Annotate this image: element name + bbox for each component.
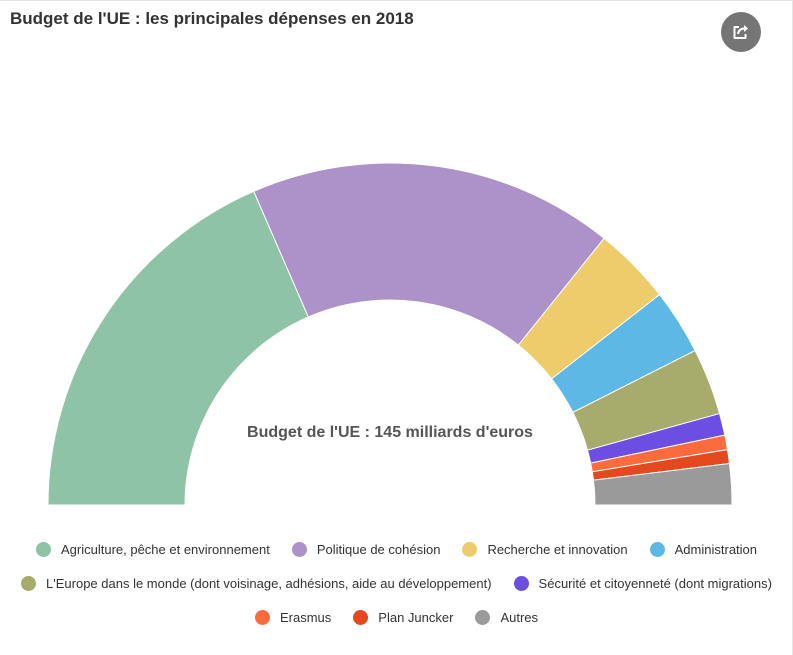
legend-swatch-securite	[513, 575, 529, 591]
semi-donut-chart	[47, 162, 733, 506]
legend-item-cohesion[interactable]: Politique de cohésion	[291, 541, 441, 557]
share-icon	[733, 25, 748, 39]
legend-item-europe-monde[interactable]: L'Europe dans le monde (dont voisinage, …	[21, 575, 492, 591]
legend-item-securite[interactable]: Sécurité et citoyenneté (dont migrations…	[513, 575, 772, 591]
legend-label-plan-juncker: Plan Juncker	[378, 609, 454, 625]
slice-cohesion[interactable]	[253, 162, 605, 346]
share-button[interactable]	[721, 12, 761, 52]
legend-swatch-cohesion	[291, 541, 307, 557]
legend-swatch-recherche	[462, 541, 478, 557]
legend-label-cohesion: Politique de cohésion	[316, 541, 441, 557]
legend-swatch-plan-juncker	[353, 609, 369, 625]
chart-center-label: Budget de l'UE : 145 milliards d'euros	[247, 424, 533, 441]
legend-row-2: L'Europe dans le monde (dont voisinage, …	[0, 572, 793, 594]
legend-item-agriculture[interactable]: Agriculture, pêche et environnement	[35, 541, 270, 557]
legend-row-1: Agriculture, pêche et environnement Poli…	[0, 538, 793, 560]
legend-label-europe-monde: L'Europe dans le monde (dont voisinage, …	[46, 575, 492, 591]
legend-item-autres[interactable]: Autres	[475, 609, 539, 625]
legend-label-autres: Autres	[500, 609, 539, 625]
chart-title: Budget de l'UE : les principales dépense…	[10, 9, 414, 28]
chart-legend: Agriculture, pêche et environnement Poli…	[0, 538, 793, 640]
legend-label-securite: Sécurité et citoyenneté (dont migrations…	[538, 575, 772, 591]
legend-swatch-agriculture	[35, 541, 51, 557]
legend-swatch-administration	[649, 541, 665, 557]
legend-label-erasmus: Erasmus	[279, 609, 332, 625]
legend-item-erasmus[interactable]: Erasmus	[254, 609, 332, 625]
legend-swatch-autres	[475, 609, 491, 625]
slice-autres[interactable]	[592, 462, 733, 506]
legend-item-administration[interactable]: Administration	[649, 541, 758, 557]
legend-swatch-europe-monde	[21, 575, 37, 591]
legend-swatch-erasmus	[254, 609, 270, 625]
frame-top-border	[0, 0, 793, 1]
legend-label-agriculture: Agriculture, pêche et environnement	[60, 541, 270, 557]
legend-label-recherche: Recherche et innovation	[487, 541, 628, 557]
legend-item-plan-juncker[interactable]: Plan Juncker	[353, 609, 454, 625]
slice-agriculture[interactable]	[47, 190, 309, 506]
legend-item-recherche[interactable]: Recherche et innovation	[462, 541, 628, 557]
legend-label-administration: Administration	[674, 541, 758, 557]
legend-row-3: Erasmus Plan Juncker Autres	[0, 606, 793, 628]
